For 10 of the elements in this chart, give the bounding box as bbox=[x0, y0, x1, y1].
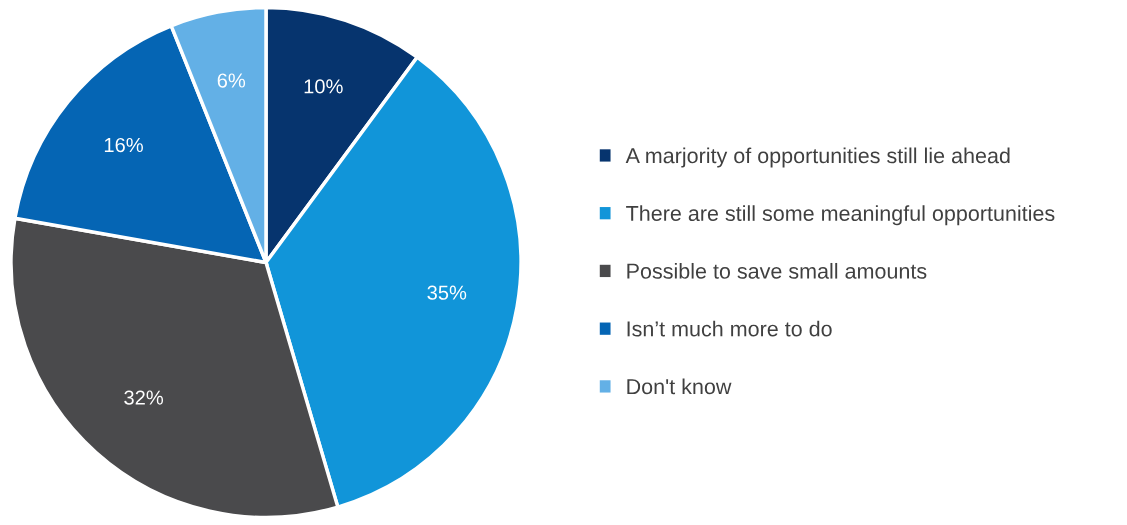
legend-label: There are still some meaningful opportunities bbox=[626, 205, 1055, 226]
legend-label: Don't know bbox=[627, 378, 732, 395]
data-label: 32% bbox=[124, 390, 164, 405]
data-label: 6% bbox=[217, 73, 246, 88]
legend-label: Possible to save small amounts bbox=[627, 262, 927, 279]
data-label: 35% bbox=[427, 285, 467, 300]
legend-label: Isn’t much more to do bbox=[627, 320, 832, 337]
legend-label: A marjority of opportunities still lie ahead bbox=[625, 147, 1010, 168]
data-label: 10% bbox=[304, 79, 343, 94]
data-label: 16% bbox=[104, 137, 143, 153]
